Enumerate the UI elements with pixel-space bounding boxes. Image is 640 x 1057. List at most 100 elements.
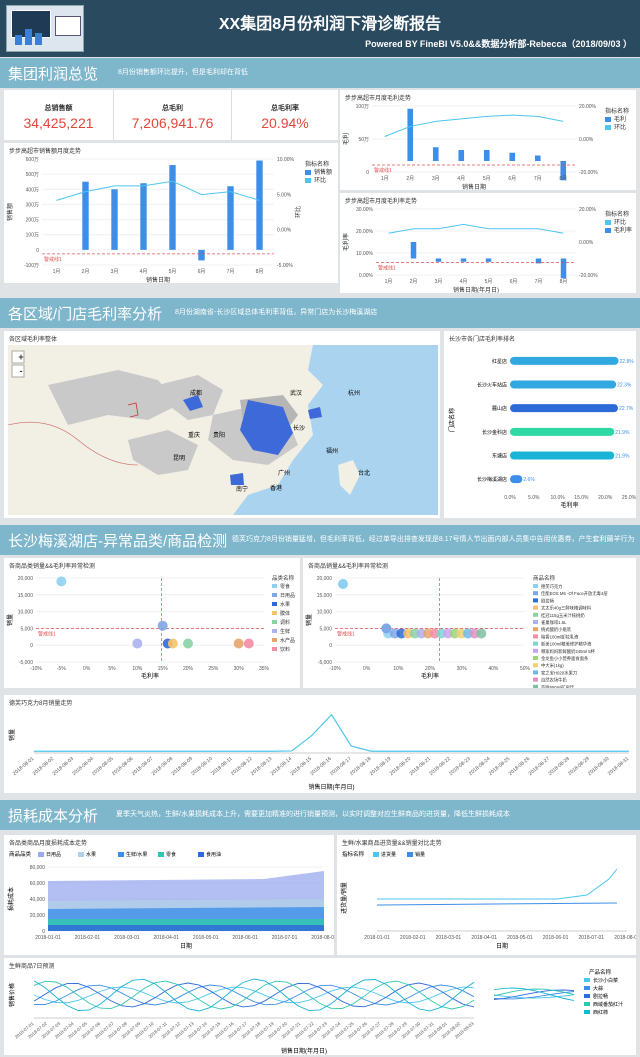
forecast-line-剧拉畅 [493,989,575,1000]
x-tick-label: 5.0% [528,495,540,501]
series-line [34,713,629,752]
scatter-product-chart: 20,000 15,000 10,000 5,000 0 -5,000-10% 0% 10% 2… [305,574,608,688]
y-tick-label: 0 [329,643,332,649]
x-tick-label: 2018-08-01 [614,935,636,941]
legend-swatch [272,584,277,588]
section-note: 8月份销售额环比提升，但是毛利却在背低 [118,69,248,76]
region-map[interactable]: 成都 重庆 长沙 武汉 杭州 贵阳 昆明 福州 台北 广州 香港 南宁 [8,345,438,515]
legend-item[interactable]: 环比 [305,177,332,185]
warning-label: 警戒线1 [374,167,392,174]
bar-8月 [560,258,567,279]
legend-item: 佳能EOS M6 -Of Face开放无毒4层 [541,590,608,597]
bar-6月 [509,152,516,161]
profit-chart: 100万 50万 0 20.00% 0.00% -20.00% 毛利 1月 2月 3月 4月 5月 6月… [342,104,598,190]
forecast-line-长沙小白菜 [493,994,575,999]
legend-item[interactable]: 环比 [605,124,629,132]
bar-4月 [458,150,465,161]
x-tick-label: 4月 [140,269,148,275]
legend-item: 日用品 [280,593,295,599]
legend-swatch [533,670,538,675]
taiwan-island [338,460,360,495]
report-subtitle: Powered BY FineBI V5.0&&数据分析部-Rebecca（20… [365,39,632,49]
x-tick-label: 4月 [457,176,465,182]
city-label: 广州 [278,469,290,477]
map-region-blue [230,473,244,485]
chart-title: 德芙巧克力8月销量走势 [9,701,73,707]
bar-5月 [485,258,492,262]
x-tick-label: -10% [329,666,341,672]
x-tick-label: 2018-04-01 [471,935,497,941]
data-label: 21.9% [615,454,630,460]
dove-sales-chart: 销量2018-08-012018-08-022018-08-032018-08-… [8,713,630,791]
y-tick-label: 15,000 [317,593,333,599]
legend-swatch [533,620,538,624]
y-tick-label: 5,000 [20,626,33,632]
series-line-环比 [384,114,564,137]
legend-swatch [584,1010,590,1014]
legend-swatch [78,852,84,857]
x-tick-label: 10% [393,666,404,672]
x-tick-label: 8月 [560,279,568,285]
y-tick-label: 10,000 [18,610,34,616]
legend-item: 家之宝H020水果刀 [541,669,577,676]
x-tick-label: 2月 [82,269,90,275]
x-axis-label: 销售日期(年月日) [309,783,355,791]
y-tick-label: 60,000 [30,881,46,887]
legend-swatch [533,663,538,668]
profit-chart-panel: 步步高超市月度毛利走势 100万 50万 0 20.00% 0.00% -20.00% 毛利… [340,90,636,190]
kpi-value: 7,206,941.76 [131,115,214,131]
legend-item: 哪家妈妈新鲜酸奶245ml 5杯 [541,648,596,655]
store-chart-panel: 长沙市各门店毛利率排名 0.0% 5.0% 10.0% 15.0% 20.0% 25.0%… [444,331,636,518]
x-tick-label: 6月 [508,176,516,182]
zoom-out-icon[interactable]: - [19,366,23,376]
chart-legend: 指标名称 环比 毛利率 [605,211,632,235]
x-axis-label: 日期 [496,942,508,950]
y2-tick-label: 20.00% [579,104,597,110]
legend-item[interactable]: 销售额 [305,169,332,177]
bar-长沙金科店 [510,427,615,436]
y-tick-label: -100万 [24,263,39,269]
legend-item[interactable]: 毛利 [605,116,629,124]
x-tick-label: 2018-01-01 [364,935,390,941]
x-tick-label: 5月 [169,269,177,275]
legend-item[interactable]: 毛利率 [605,227,632,235]
legend-swatch [533,677,538,682]
y-axis-label: 销量 [305,614,313,626]
x-tick-label: 20% [425,666,436,672]
legend-swatch [118,852,124,857]
x-tick-label: 2018-02-01 [75,935,101,941]
y-tick-label: 5,000 [319,626,332,632]
legend-item: 桂冠115g玉米汁核桃奶 [541,612,585,619]
y-tick-label: 80,000 [30,865,46,871]
y-axis-label: 销量 [6,614,14,626]
y-tick-label: 20,000 [317,576,333,582]
warning-label: 警戒线1 [44,256,62,263]
chart-title: 步步高超市销售额月度走势 [9,149,82,155]
y-tick-label: 长沙金科店 [482,429,507,436]
x-tick-label: 20% [183,666,194,672]
legend-swatch [272,593,277,597]
y-axis-label: 销售额 [6,203,14,221]
legend-item[interactable]: 环比 [605,219,632,227]
legend-swatch [272,629,277,633]
legend-item: 莎啦550ml矿泉饮 [541,684,575,688]
sales-chart-panel: 步步高超市销售额月度走势 600万 500万 400万 300万 200万 100万 0 -1… [4,143,338,283]
legend-swatch [272,638,277,642]
x-tick-label: 2018-05-01 [507,935,533,941]
y-tick-label: 麓山店 [492,405,507,412]
legend-swatch [272,620,277,624]
scatter-category-chart: 20,000 15,000 10,000 5,000 0 -5,000-10% -5% 0% 5… [6,574,295,680]
bar-3月 [432,147,439,161]
bar-东塘店 [510,451,615,460]
series-line-西域番茄红汁 [33,980,475,1010]
y2-tick-label: -5.00% [277,263,293,269]
legend-title: 指标名称 [342,850,365,858]
legend-item: 销量 [415,851,425,858]
legend-item: 进货量 [381,851,396,858]
bar-7月 [535,258,542,264]
legend-swatch [272,647,277,651]
legend-item: 膜体 [280,610,290,617]
bar-红星店 [510,356,619,365]
chart-title: 各商品类销量&&毛利率异常检测 [9,564,96,570]
zoom-in-icon[interactable]: + [18,352,24,362]
